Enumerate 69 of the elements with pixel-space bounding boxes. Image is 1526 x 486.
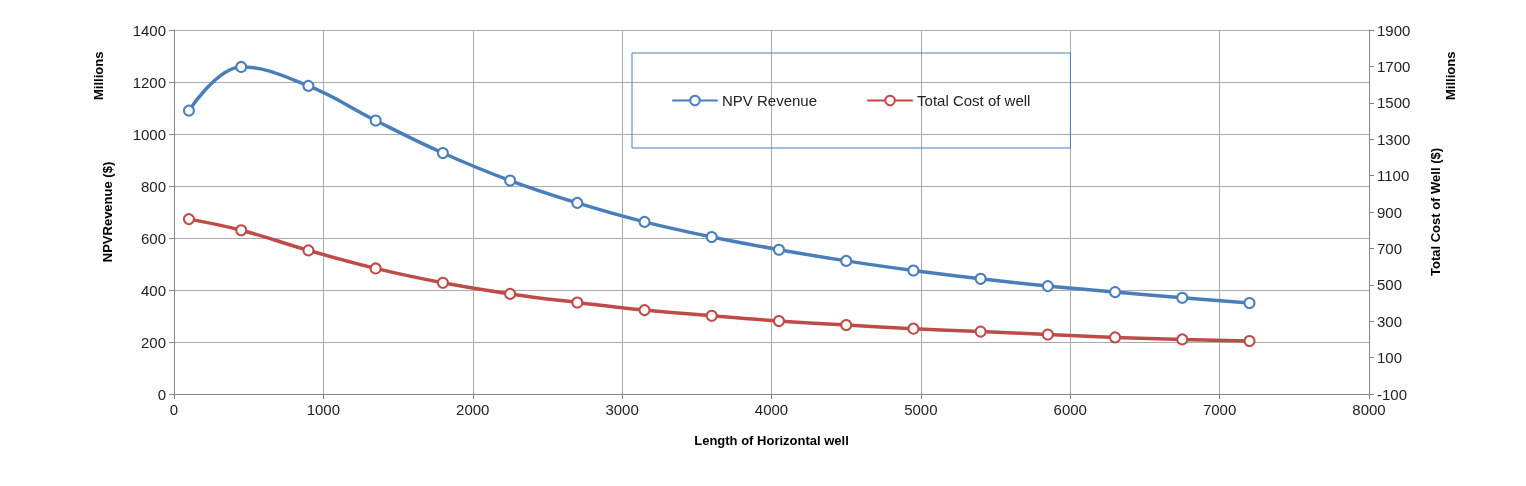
point xyxy=(1176,291,1189,304)
y-tick-label: 1200 xyxy=(132,73,166,91)
y2-tick-label: 500 xyxy=(1377,276,1403,294)
y2-tick-label: 100 xyxy=(1377,349,1403,367)
y-tick-label: 600 xyxy=(140,229,166,247)
point xyxy=(638,304,651,317)
y2-tick-label: 1700 xyxy=(1377,57,1411,75)
point xyxy=(571,196,584,209)
legend-label: NPV Revenue xyxy=(722,92,818,109)
x-tick-label: 8000 xyxy=(1352,401,1386,418)
x-tick-label: 7000 xyxy=(1202,401,1237,418)
point xyxy=(235,60,248,73)
x-tick-label: 1000 xyxy=(306,401,341,418)
point xyxy=(369,262,382,275)
x-tick-label: 2000 xyxy=(456,401,490,418)
y-tick-label: 0 xyxy=(157,385,166,403)
point xyxy=(1109,286,1122,299)
point xyxy=(907,264,920,277)
y-tick-label: 400 xyxy=(140,281,166,299)
x-tick-label: 3000 xyxy=(605,401,639,418)
point xyxy=(705,230,718,243)
point xyxy=(1041,328,1054,341)
point xyxy=(1109,331,1122,344)
y-axis-title: NPVRevenue ($) xyxy=(100,161,115,263)
point xyxy=(302,79,315,92)
point xyxy=(182,213,195,226)
y2-tick-label: 1900 xyxy=(1377,21,1411,39)
point xyxy=(302,244,315,257)
point xyxy=(705,309,718,322)
x-tick-label: 4000 xyxy=(754,401,789,418)
point xyxy=(772,243,785,256)
point xyxy=(1243,297,1256,309)
point xyxy=(1243,335,1256,348)
point xyxy=(840,254,853,267)
x-tick-label: 0 xyxy=(169,401,179,418)
y-tick-label: 1400 xyxy=(132,21,166,39)
x-tick-label: 6000 xyxy=(1053,401,1087,418)
point xyxy=(638,215,651,228)
y2-tick-label: 900 xyxy=(1377,203,1403,221)
point xyxy=(1176,333,1189,346)
point xyxy=(369,114,382,127)
point xyxy=(840,319,853,332)
point xyxy=(974,272,987,285)
y2-tick-label: 700 xyxy=(1377,239,1403,257)
legend-label: Total Cost of well xyxy=(917,92,1031,109)
point xyxy=(1041,280,1054,293)
y2-tick-label: 1500 xyxy=(1377,94,1411,112)
y2-tick-label: 1100 xyxy=(1377,167,1410,185)
y2-axis-title: Total Cost of Well ($) xyxy=(1428,147,1443,277)
y2-tick-label: -100 xyxy=(1377,385,1408,403)
point xyxy=(235,224,248,237)
point xyxy=(436,276,449,289)
point xyxy=(436,146,449,159)
point xyxy=(772,315,785,328)
point xyxy=(504,287,517,300)
point xyxy=(907,322,920,335)
point xyxy=(182,104,195,117)
y-tick-label: 200 xyxy=(140,333,166,351)
y-tick-label: 800 xyxy=(140,177,166,195)
x-axis-title: Length of Horizontal well xyxy=(694,433,849,448)
text: Millions xyxy=(91,51,106,100)
y-tick-label: 1000 xyxy=(132,125,166,143)
point xyxy=(974,325,987,338)
y2-tick-label: 300 xyxy=(1377,312,1403,330)
point xyxy=(571,296,584,309)
point xyxy=(504,174,517,187)
text: Millions xyxy=(1443,51,1458,100)
x-tick-label: 5000 xyxy=(904,401,938,418)
y2-tick-label: 1300 xyxy=(1377,130,1411,148)
